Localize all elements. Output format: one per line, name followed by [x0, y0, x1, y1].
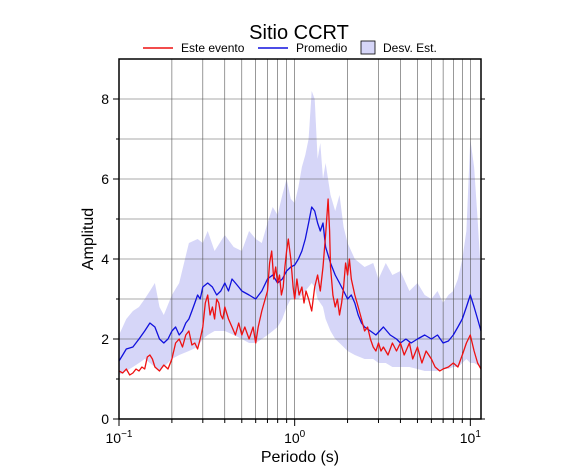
y-axis-label: Amplitud [80, 208, 97, 270]
series-este-evento [119, 198, 481, 376]
x-axis-label: Periodo (s) [261, 449, 339, 466]
y-tick-label: 6 [101, 171, 109, 187]
axes: 0 2 4 6 8 10−1 100 101 [101, 91, 485, 446]
legend: Este evento Promedio Desv. Est. [143, 40, 437, 55]
y-tick-label: 8 [101, 91, 109, 107]
y-tick-label: 4 [101, 251, 109, 267]
y-tick-label: 0 [101, 411, 109, 427]
legend-label: Este evento [181, 41, 245, 55]
y-tick-label: 2 [101, 331, 109, 347]
series-layer [119, 198, 481, 376]
x-tick-label: 10−1 [106, 429, 133, 446]
std-dev-band [119, 91, 481, 375]
x-tick-label: 100 [284, 429, 306, 446]
legend-swatch [360, 40, 376, 55]
legend-label: Desv. Est. [383, 41, 437, 55]
legend-label: Promedio [296, 41, 348, 55]
std-dev-band-layer [119, 91, 481, 375]
chart-title: Sitio CCRT [249, 22, 349, 44]
x-tick-label: 101 [460, 429, 482, 446]
series-promedio [119, 206, 481, 362]
plot-frame [118, 58, 482, 420]
